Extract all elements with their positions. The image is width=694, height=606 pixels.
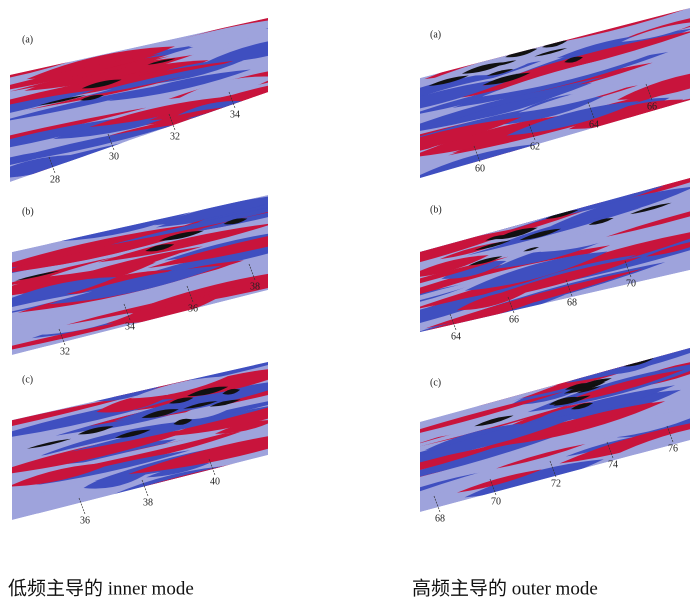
annotation: 28 bbox=[50, 174, 60, 185]
caption: 低频主导的 inner mode bbox=[8, 577, 194, 599]
annotation: 76 bbox=[668, 443, 678, 454]
annotation: 68 bbox=[567, 297, 577, 308]
panel-label: (b) bbox=[430, 204, 442, 215]
annotation: 38 bbox=[143, 497, 153, 508]
panel-label: (a) bbox=[22, 34, 33, 45]
annotation: 62 bbox=[530, 141, 540, 152]
panel-label: (b) bbox=[22, 206, 34, 217]
annotation: 70 bbox=[491, 496, 501, 507]
figure: 低频主导的 inner mode 高频主导的 outer mode (a) 28 3… bbox=[0, 0, 694, 606]
annotation: 40 bbox=[210, 476, 220, 487]
panel bbox=[318, 163, 694, 342]
annotation: 34 bbox=[125, 321, 135, 332]
panel bbox=[345, 0, 694, 182]
panel bbox=[0, 347, 381, 520]
annotation: 36 bbox=[188, 303, 198, 314]
annotation: 60 bbox=[475, 163, 485, 174]
panel bbox=[0, 0, 355, 182]
annotation: 32 bbox=[170, 131, 180, 142]
panel-label: (c) bbox=[22, 374, 33, 385]
panel bbox=[328, 327, 694, 512]
annotation: 70 bbox=[626, 278, 636, 289]
page: 低频主导的 inner mode 高频主导的 outer mode (a) 28 3… bbox=[0, 0, 694, 606]
panel bbox=[0, 180, 366, 358]
annotation: 66 bbox=[647, 101, 657, 112]
annotation: 36 bbox=[80, 515, 90, 526]
annotation: 74 bbox=[608, 459, 618, 470]
annotation: 64 bbox=[451, 331, 461, 342]
annotation: 32 bbox=[60, 346, 70, 357]
annotation: 30 bbox=[109, 151, 119, 162]
panel-label: (a) bbox=[430, 29, 441, 40]
annotation: 68 bbox=[435, 513, 445, 524]
annotation: 38 bbox=[250, 281, 260, 292]
annotation: 66 bbox=[509, 314, 519, 325]
panel-label: (c) bbox=[430, 377, 441, 388]
annotation: 64 bbox=[589, 119, 599, 130]
caption: 高频主导的 outer mode bbox=[412, 577, 598, 599]
annotation: 34 bbox=[230, 109, 240, 120]
annotation: 72 bbox=[551, 478, 561, 489]
